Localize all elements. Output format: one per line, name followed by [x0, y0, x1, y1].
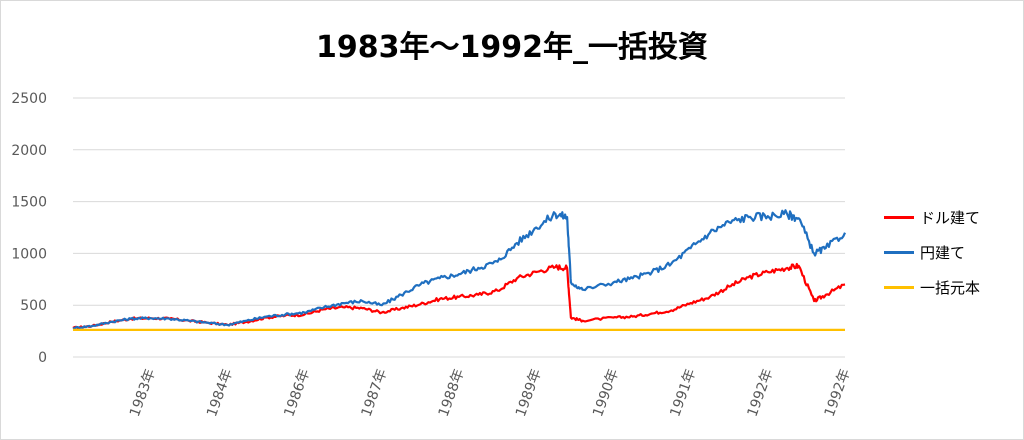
- y-tick-label-2000: 2000: [11, 143, 47, 159]
- legend-swatch-yen: [884, 250, 914, 254]
- x-tick-label-9: 1992年: [822, 367, 854, 419]
- x-tick-label-2: 1986年: [281, 367, 313, 419]
- y-tick-label-0: 0: [38, 350, 47, 366]
- y-tick-label-1500: 1500: [11, 195, 47, 211]
- legend-item-dollar[interactable]: ドル建て: [884, 205, 980, 229]
- legend-swatch-principal: [884, 285, 914, 289]
- x-tick-label-4: 1988年: [436, 367, 468, 419]
- x-tick-label-1: 1984年: [204, 367, 236, 419]
- x-tick-label-3: 1987年: [359, 367, 391, 419]
- series-line-1: [72, 209, 847, 330]
- x-tick-label-0: 1983年: [127, 367, 159, 419]
- legend-item-principal[interactable]: 一括元本: [884, 275, 980, 299]
- x-tick-label-8: 1992年: [745, 367, 777, 419]
- legend-item-yen[interactable]: 円建て: [884, 240, 980, 264]
- chart-legend: ドル建て 円建て 一括元本: [884, 205, 980, 310]
- x-tick-label-6: 1990年: [590, 367, 622, 419]
- y-tick-label-2500: 2500: [11, 91, 47, 107]
- legend-swatch-dollar: [884, 215, 914, 219]
- legend-label-yen: 円建て: [920, 243, 966, 262]
- chart-title: 1983年～1992年_一括投資: [316, 30, 708, 65]
- y-tick-label-500: 500: [20, 298, 47, 314]
- legend-label-dollar: ドル建て: [920, 208, 981, 227]
- x-tick-label-7: 1991年: [667, 367, 699, 419]
- x-tick-label-5: 1989年: [513, 367, 545, 419]
- y-tick-label-1000: 1000: [11, 246, 47, 262]
- legend-label-principal: 一括元本: [920, 278, 981, 297]
